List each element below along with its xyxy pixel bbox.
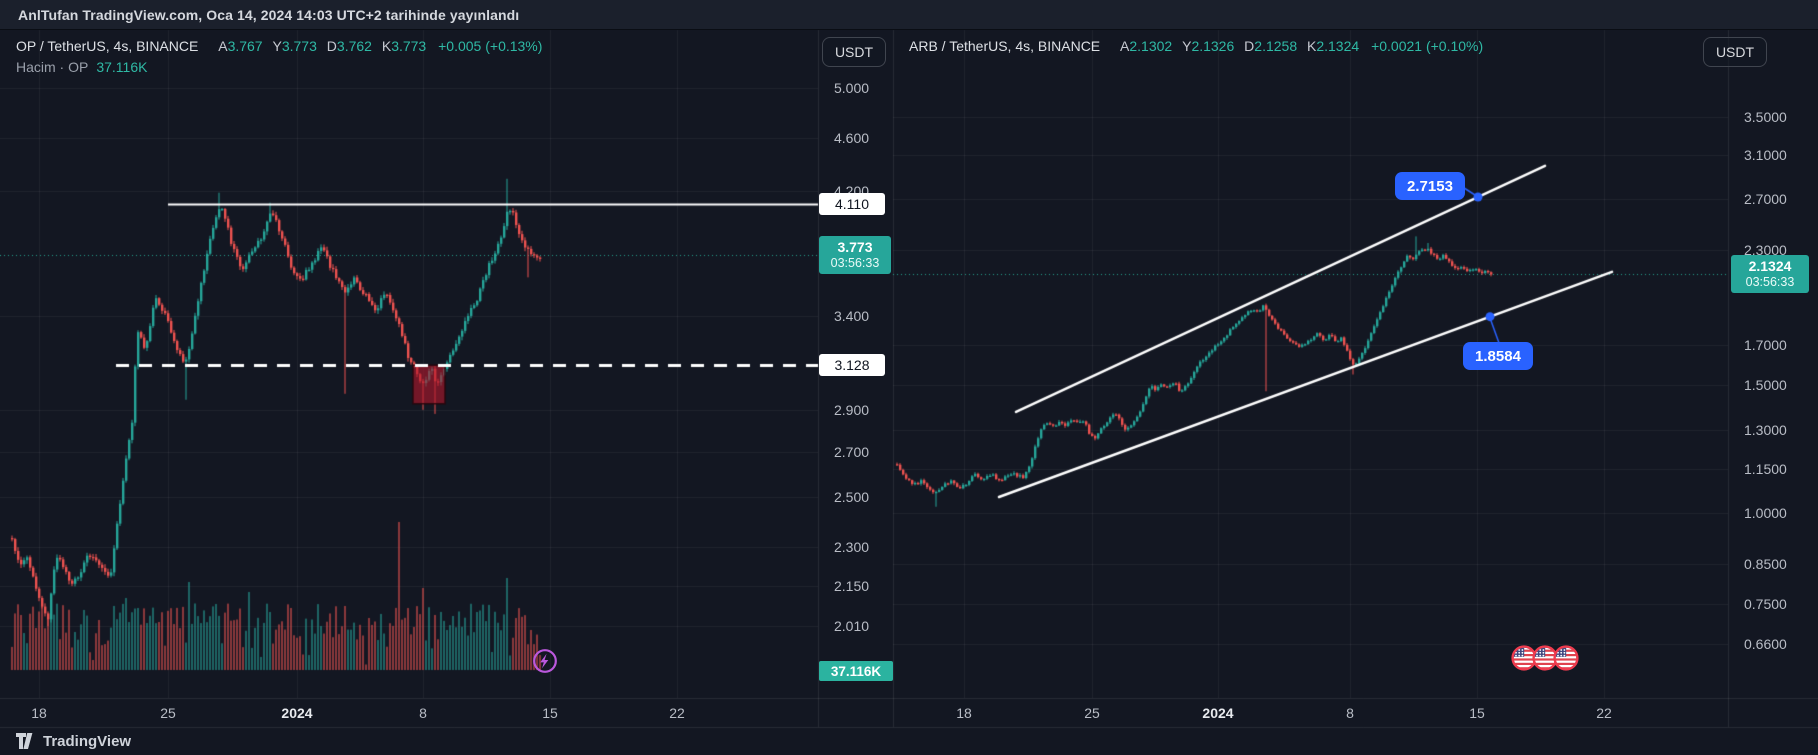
channel-upper-price-label[interactable]: 2.7153 xyxy=(1395,172,1465,200)
arb-currency-button[interactable]: USDT xyxy=(1703,37,1767,67)
x-axis-label: 15 xyxy=(542,705,558,721)
x-axis-label: 15 xyxy=(1469,705,1485,721)
y-axis-label: 1.0000 xyxy=(1744,505,1787,521)
low-label: D xyxy=(1244,38,1255,54)
volume-value: 37.116K xyxy=(96,59,148,75)
y-axis-label: 1.3000 xyxy=(1744,422,1787,439)
x-axis-label: 18 xyxy=(31,705,47,721)
x-axis-label: 25 xyxy=(160,705,176,721)
y-axis-label: 2.010 xyxy=(834,618,870,635)
y-axis-label: 3.5000 xyxy=(1744,109,1787,126)
channel-lower-price-label[interactable]: 1.8584 xyxy=(1463,342,1533,370)
y-axis-label: 2.500 xyxy=(834,489,870,506)
op-header-line1: OP / TetherUS, 4s, BINANCE A3.767 Y3.773… xyxy=(16,38,542,54)
low-value: 2.1258 xyxy=(1254,38,1298,54)
open-label: A xyxy=(1120,38,1130,54)
op-chart-header: OP / TetherUS, 4s, BINANCE A3.767 Y3.773… xyxy=(16,38,542,75)
last-price-tag: 3.773 03:56:33 xyxy=(819,235,891,274)
footer: TradingView xyxy=(0,727,1818,755)
x-axis-label: 2024 xyxy=(281,705,313,721)
close-value: 2.1324 xyxy=(1316,38,1360,54)
y-axis-label: 2.900 xyxy=(834,401,870,418)
us-flag-badge[interactable] xyxy=(1552,644,1580,677)
close-label: K xyxy=(1307,38,1317,54)
arb-symbol-title: ARB / TetherUS, 4s, BINANCE xyxy=(909,38,1101,54)
publish-banner: AnlTufan TradingView.com, Oca 14, 2024 1… xyxy=(0,0,1818,30)
price-level-tag: 4.110 xyxy=(819,193,885,216)
y-axis-label: 3.1000 xyxy=(1744,147,1787,164)
tradingview-brand-text: TradingView xyxy=(43,732,132,750)
open-value: 3.767 xyxy=(227,38,263,54)
y-axis-label: 2.3000 xyxy=(1744,241,1787,258)
tradingview-logo-icon xyxy=(16,733,33,749)
op-currency-button[interactable]: USDT xyxy=(822,37,886,67)
y-axis-label: 2.300 xyxy=(834,538,870,555)
high-value: 2.1326 xyxy=(1191,38,1235,54)
y-axis-label: 2.700 xyxy=(834,443,870,460)
y-axis-label: 5.000 xyxy=(834,80,870,97)
y-axis-label: 0.7500 xyxy=(1744,595,1787,612)
y-axis-label: 0.8500 xyxy=(1744,556,1787,573)
publish-banner-text: AnlTufan TradingView.com, Oca 14, 2024 1… xyxy=(18,6,520,23)
high-label: Y xyxy=(272,38,282,54)
close-value: 3.773 xyxy=(391,38,427,54)
us-flag-badge[interactable] xyxy=(1510,644,1538,677)
open-label: A xyxy=(218,38,228,54)
close-label: K xyxy=(381,38,392,54)
y-axis-label: 1.1500 xyxy=(1744,460,1787,477)
open-value: 2.1302 xyxy=(1129,38,1173,54)
y-axis-label: 1.5000 xyxy=(1744,376,1787,393)
y-axis-label: 2.7000 xyxy=(1744,191,1787,208)
low-label: D xyxy=(326,38,337,54)
x-axis-label: 8 xyxy=(419,705,427,721)
high-value: 3.773 xyxy=(281,38,317,54)
volume-label: Hacim · OP xyxy=(16,59,89,75)
y-axis-label: 0.6600 xyxy=(1744,636,1787,653)
y-axis-label: 3.400 xyxy=(834,307,870,324)
lightning-icon[interactable] xyxy=(530,646,560,681)
high-label: Y xyxy=(1182,38,1192,54)
volume-axis-tag: 37.116K xyxy=(819,661,893,681)
low-value: 3.762 xyxy=(336,38,372,54)
x-axis-label: 18 xyxy=(956,705,972,721)
arb-chart-header: ARB / TetherUS, 4s, BINANCE A2.1302 Y2.1… xyxy=(909,38,1483,54)
op-symbol-title: OP / TetherUS, 4s, BINANCE xyxy=(16,38,199,54)
y-axis-label: 4.600 xyxy=(834,129,870,146)
x-axis-label: 2024 xyxy=(1202,705,1234,721)
x-axis-label: 22 xyxy=(1596,705,1612,721)
tradingview-logo[interactable]: TradingView xyxy=(16,733,131,750)
x-axis-label: 25 xyxy=(1084,705,1100,721)
y-axis-label: 1.7000 xyxy=(1744,337,1787,354)
y-axis-label: 2.150 xyxy=(834,578,870,595)
last-price-tag: 2.1324 03:56:33 xyxy=(1731,254,1809,293)
change-value: +0.005 (+0.13%) xyxy=(438,38,543,54)
arb-header-line1: ARB / TetherUS, 4s, BINANCE A2.1302 Y2.1… xyxy=(909,38,1483,54)
price-level-tag: 3.128 xyxy=(819,354,885,377)
op-header-line2: Hacim · OP 37.116K xyxy=(16,59,542,75)
x-axis-label: 22 xyxy=(669,705,685,721)
change-value: +0.0021 (+0.10%) xyxy=(1371,38,1484,54)
x-axis-label: 8 xyxy=(1346,705,1354,721)
